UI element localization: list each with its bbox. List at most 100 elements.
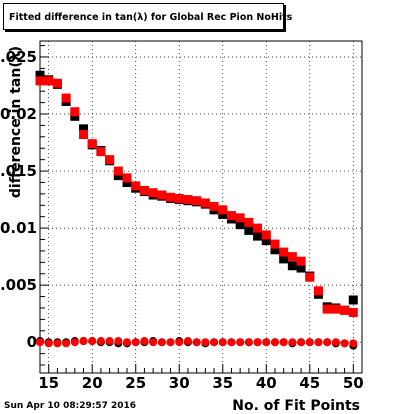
y-tick-label: 0	[27, 333, 37, 351]
series-0-square-point	[235, 220, 245, 230]
series-0-square-point	[279, 254, 289, 264]
series-3-circle-point	[88, 337, 97, 346]
series-0-square-point	[70, 111, 80, 121]
series-0-square-point	[270, 245, 280, 255]
series-1-square-point	[52, 78, 62, 88]
y-axis-title: difference in tan(λ)	[8, 46, 24, 198]
series-1-square-point	[44, 76, 54, 86]
x-tick-label: 45	[299, 374, 320, 392]
series-3-circle-point	[123, 338, 132, 347]
series-3-circle-point	[314, 338, 323, 347]
series-3-circle-point	[44, 339, 53, 348]
x-tick-label: 30	[169, 374, 190, 392]
series-1-square-point	[113, 166, 123, 176]
series-3-circle-point	[227, 338, 236, 347]
series-1-square-point	[313, 286, 323, 296]
series-3-circle-point	[114, 337, 123, 346]
series-3-circle-point	[157, 338, 166, 347]
series-0-square-point	[122, 177, 132, 187]
series-1-square-point	[340, 305, 350, 315]
series-3-circle-point	[305, 338, 314, 347]
x-tick-label: 35	[212, 374, 233, 392]
series-3-circle-point	[36, 338, 44, 347]
series-0-square-point	[253, 231, 263, 241]
series-1-square-point	[244, 217, 254, 227]
series-3-circle-point	[331, 338, 340, 347]
chart-title-box: Fitted difference in tan(λ) for Global R…	[3, 3, 292, 30]
series-1-square-point	[96, 147, 106, 157]
series-3-circle-point	[218, 338, 227, 347]
series-3-circle-point	[201, 338, 210, 347]
x-axis-title: No. of Fit Points	[232, 398, 360, 414]
series-1-square-point	[131, 181, 141, 191]
series-3-circle-point	[149, 338, 158, 347]
series-1-square-point	[200, 198, 210, 208]
series-3-circle-point	[244, 338, 253, 347]
series-0-square-point	[296, 263, 306, 273]
series-3-circle-point	[131, 338, 140, 347]
series-3-circle-point	[183, 337, 192, 346]
series-3-circle-point	[279, 338, 288, 347]
series-0-square-point	[244, 225, 254, 235]
series-0-square-point	[261, 236, 271, 246]
series-1-square-point	[139, 185, 149, 195]
series-1-square-point	[261, 230, 271, 240]
series-3-circle-point	[288, 338, 297, 347]
series-3-circle-point	[210, 338, 219, 347]
series-3-circle-point	[340, 339, 349, 348]
x-tick-label: 25	[125, 374, 146, 392]
series-3-circle-point	[140, 337, 149, 346]
series-1-square-point	[122, 173, 132, 183]
series-3-circle-point	[53, 339, 62, 348]
chart-title: Fitted difference in tan(λ) for Global R…	[9, 12, 293, 23]
series-3-circle-point	[323, 338, 332, 347]
series-3-circle-point	[349, 339, 358, 348]
x-tick-label: 20	[82, 374, 103, 392]
series-0-square-point	[79, 124, 89, 134]
series-1-square-point	[253, 223, 263, 233]
series-1-square-point	[35, 76, 45, 86]
series-1-square-point	[218, 205, 228, 215]
footer-date: Sun Apr 10 08:29:57 2016	[4, 401, 137, 411]
series-3-circle-point	[253, 338, 262, 347]
series-3-circle-point	[262, 338, 271, 347]
series-0-square-point	[35, 70, 45, 80]
series-1-square-point	[87, 139, 97, 149]
series-0-square-point	[287, 261, 297, 271]
series-1-square-point	[105, 155, 115, 165]
series-1-square-point	[157, 190, 167, 200]
series-1-square-point	[270, 239, 280, 249]
series-1-square-point	[148, 188, 158, 198]
series-1-square-point	[183, 195, 193, 205]
series-1-square-point	[192, 196, 202, 206]
series-1-square-point	[166, 192, 176, 202]
x-tick-label: 15	[38, 374, 59, 392]
series-1-square-point	[61, 93, 71, 103]
series-1-square-point	[287, 252, 297, 262]
series-1-square-point	[305, 272, 315, 282]
series-3-circle-point	[166, 338, 175, 347]
series-1-square-point	[235, 213, 245, 223]
series-1-square-point	[226, 211, 236, 221]
series-3-circle-point	[105, 337, 114, 346]
series-3-circle-point	[62, 339, 71, 348]
series-1-square-point	[70, 107, 80, 117]
series-0-square-point	[348, 295, 358, 305]
x-tick-label: 50	[343, 374, 364, 392]
series-3-circle-point	[192, 338, 201, 347]
y-tick-label: 0.02	[0, 105, 37, 123]
y-tick-label: 0.025	[0, 48, 37, 66]
series-0-square-point	[113, 171, 123, 181]
series-1-square-point	[209, 201, 219, 211]
y-tick-label: 0.015	[0, 162, 37, 180]
series-0-square-point	[218, 209, 228, 219]
series-3-circle-point	[175, 338, 184, 347]
series-1-square-point	[79, 130, 89, 140]
series-3-circle-point	[270, 338, 279, 347]
series-1-square-point	[296, 256, 306, 266]
y-tick-label: 0.005	[0, 276, 37, 294]
x-tick-label: 40	[256, 374, 277, 392]
series-1-square-point	[331, 304, 341, 314]
series-1-square-point	[348, 308, 358, 318]
